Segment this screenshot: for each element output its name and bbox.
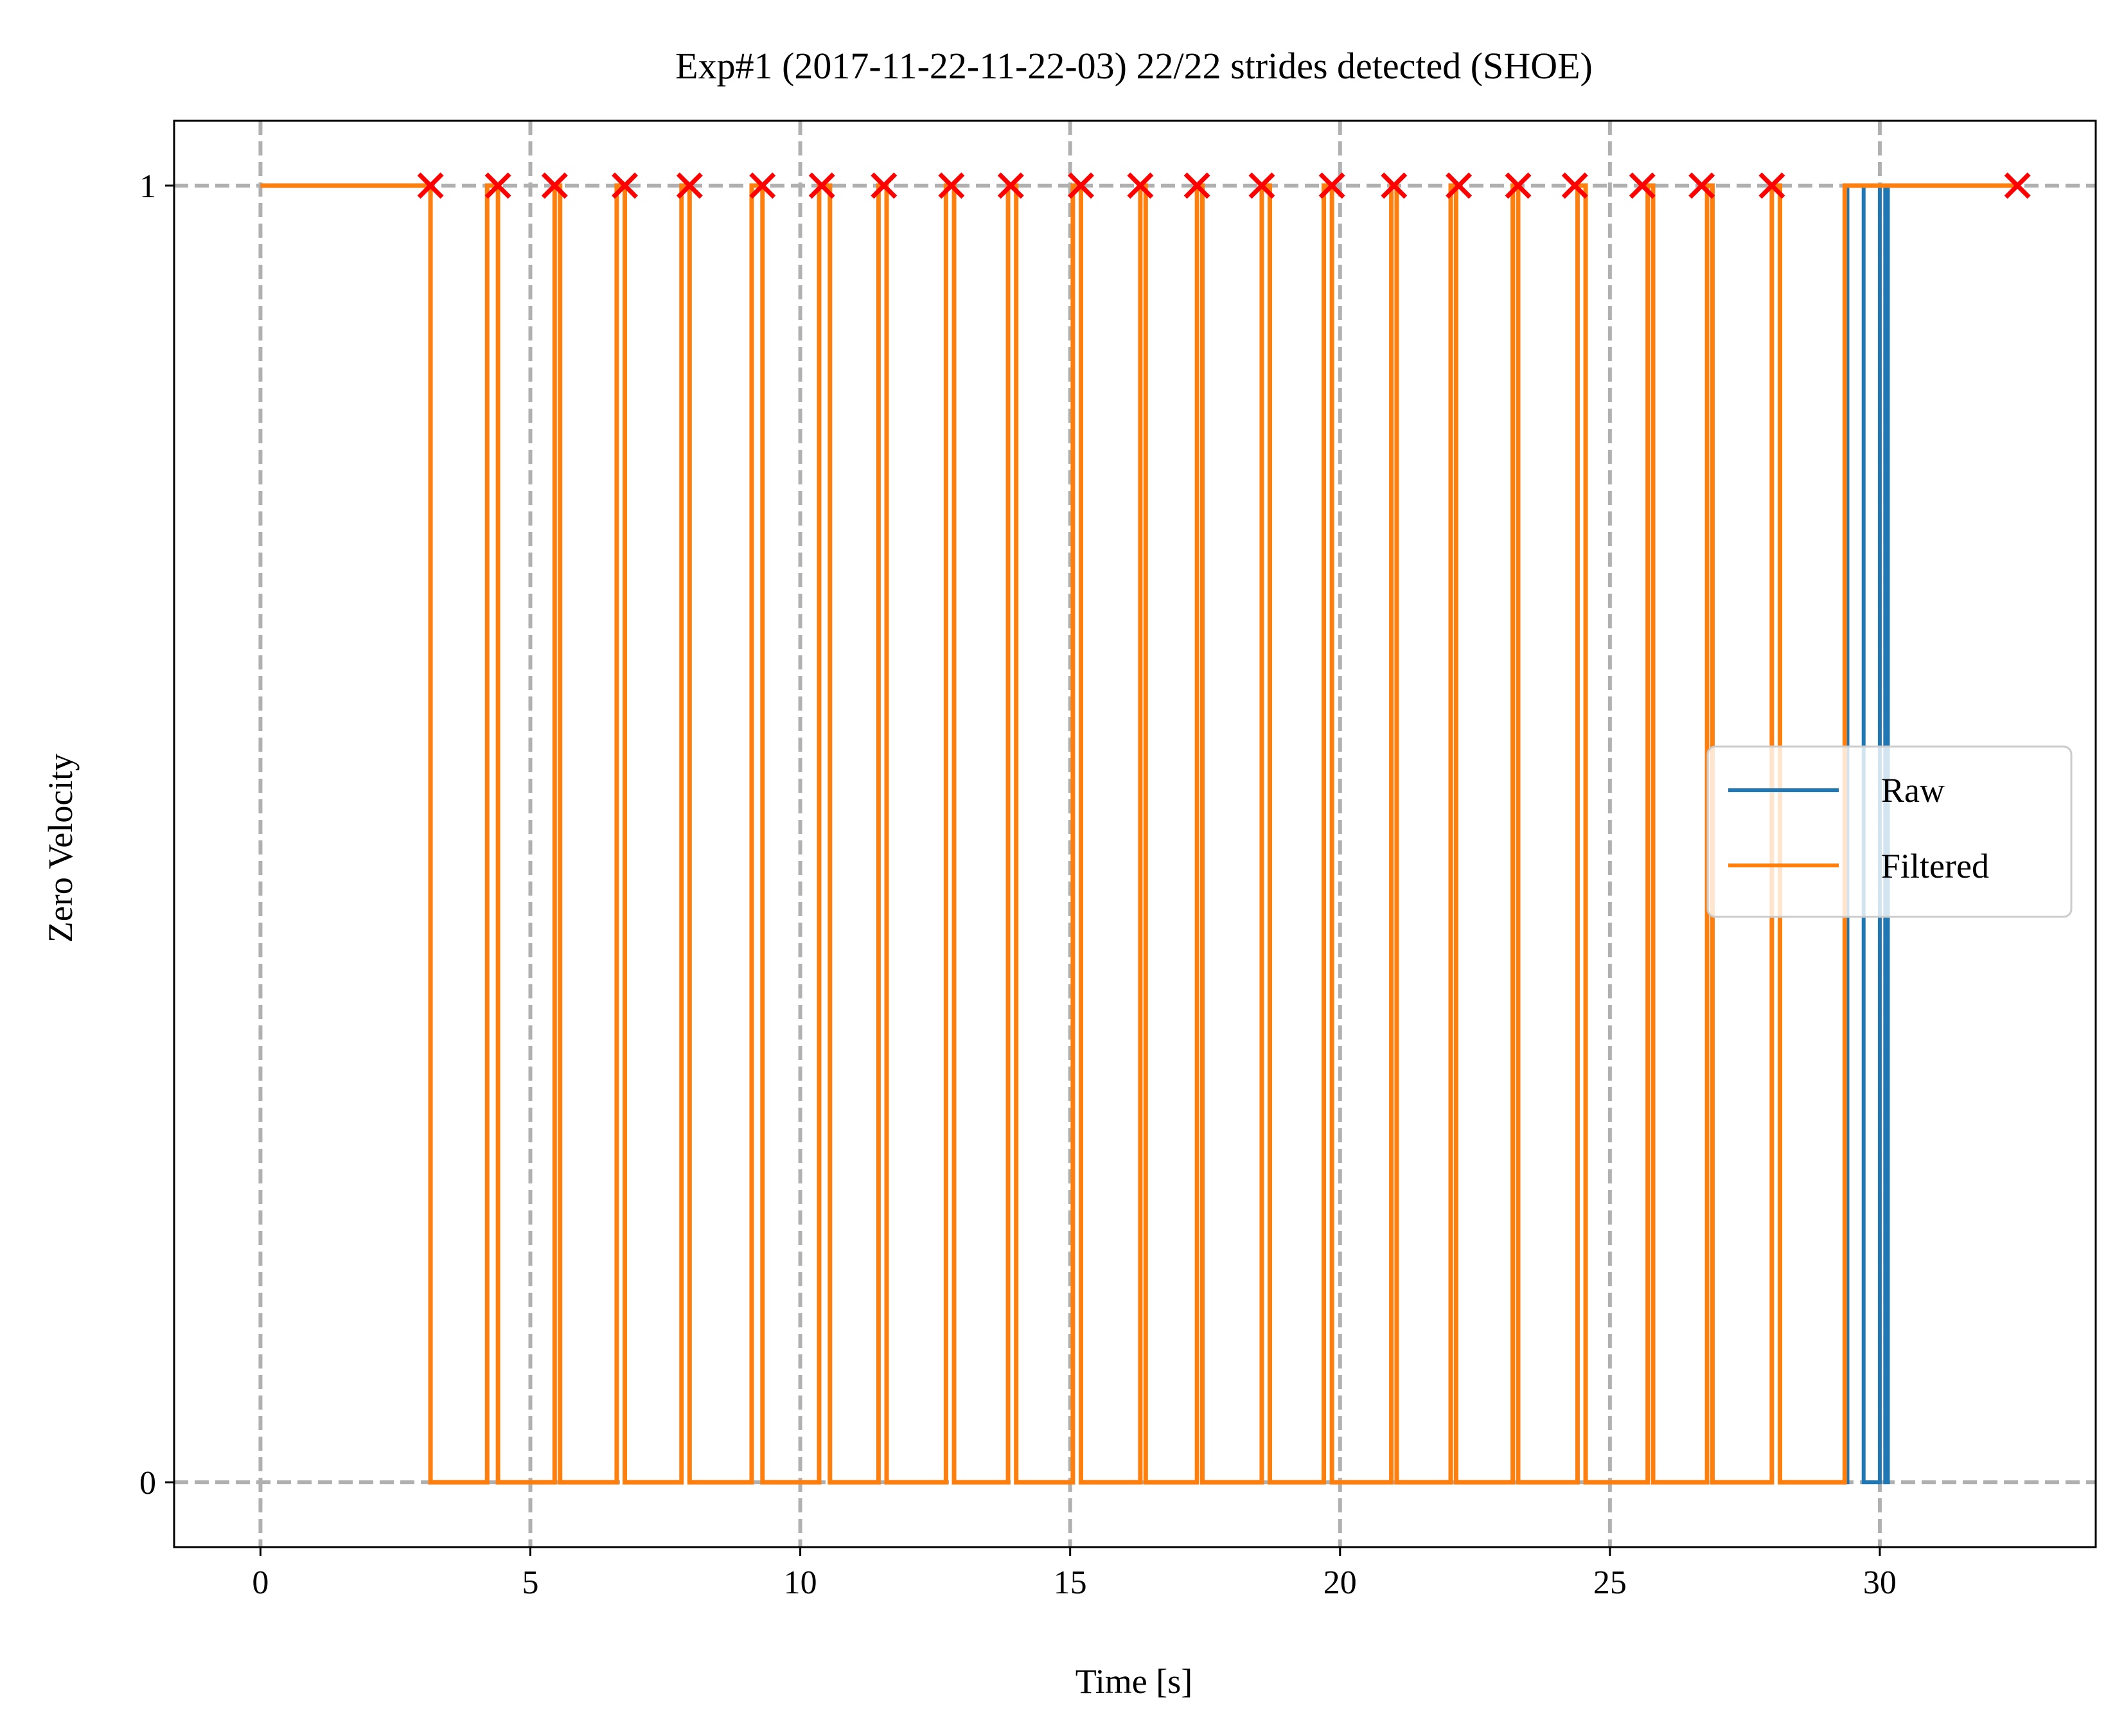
stride-marker [1758,172,1785,199]
stride-marker [938,172,965,199]
stride-marker [1183,172,1210,199]
legend: Raw Filtered [1706,745,2073,918]
stride-markers [417,172,2031,199]
x-tick-label: 30 [1863,1564,1897,1601]
stride-marker [1505,172,1532,199]
stride-marker [1629,172,1656,199]
stride-marker [417,172,444,199]
stride-marker [1561,172,1588,199]
plot-area-frame [173,120,2097,1548]
x-tick-label: 10 [784,1564,817,1601]
x-axis-ticks: 0 5 10 15 20 25 30 [252,1547,1897,1601]
chart-title: Exp#1 (2017-11-22-11-22-03) 22/22 stride… [675,45,1593,87]
stride-marker [871,172,898,199]
stride-marker [1688,172,1715,199]
stride-marker [1318,172,1345,199]
legend-filtered-label: Filtered [1881,847,1989,885]
stride-marker [997,172,1024,199]
x-tick-label: 5 [522,1564,539,1601]
stride-marker [808,172,835,199]
stride-marker [2004,172,2031,199]
y-tick-label: 1 [139,168,156,205]
x-tick-label: 25 [1593,1564,1627,1601]
x-tick-label: 15 [1054,1564,1087,1601]
y-tick-label: 0 [139,1465,156,1501]
y-axis-ticks: 01 [139,168,174,1501]
stride-marker [541,172,568,199]
x-axis-label: Time [s] [1075,1662,1193,1701]
stride-marker [612,172,639,199]
stride-marker [676,172,703,199]
legend-raw-label: Raw [1881,771,1945,810]
y-axis-label: Zero Velocity [41,754,80,943]
stride-marker [1127,172,1154,199]
stride-marker [484,172,511,199]
stride-marker [1248,172,1275,199]
x-tick-label: 0 [252,1564,269,1601]
stride-marker [1068,172,1094,199]
stride-marker [1446,172,1473,199]
x-tick-label: 20 [1323,1564,1357,1601]
stride-marker [1381,172,1408,199]
stride-marker [749,172,776,199]
